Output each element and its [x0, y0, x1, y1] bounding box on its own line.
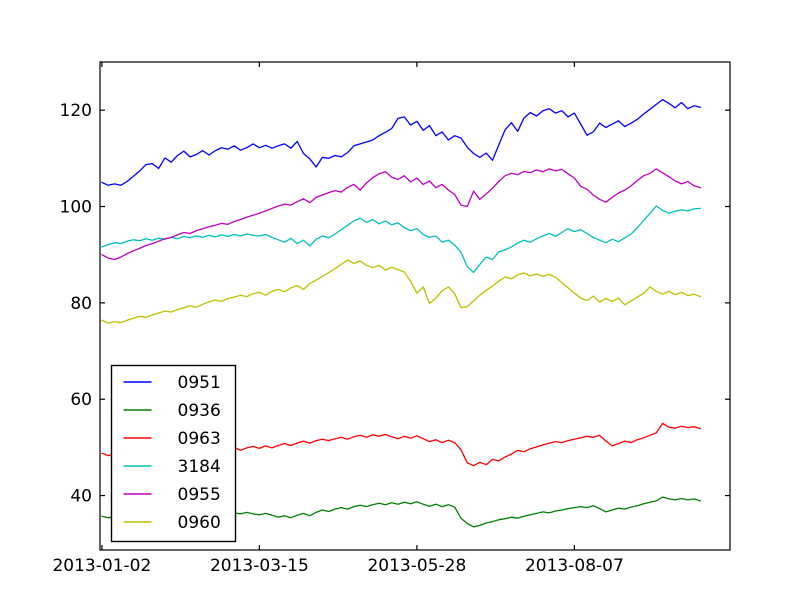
y-tick-label: 60: [70, 390, 92, 410]
series-line-0960: [101, 259, 702, 324]
legend-label-0951: 0951: [178, 373, 221, 393]
legend: 0951 0936 0963 3184 0955 0960: [110, 364, 237, 543]
series-line-0955: [101, 168, 702, 261]
axis-ticks: [100, 62, 730, 550]
legend-label-3184: 3184: [178, 457, 221, 477]
axes-spines: [99, 61, 731, 551]
legend-label-0960: 0960: [178, 513, 221, 533]
legend-label-0963: 0963: [178, 429, 221, 449]
y-tick-label: 80: [70, 294, 92, 314]
x-tick-label: 2013-08-07: [525, 556, 624, 576]
legend-box: [110, 364, 237, 543]
axes-frame: [99, 61, 731, 551]
y-tick-label: 100: [60, 198, 92, 218]
y-tick-label: 120: [60, 101, 92, 121]
series-line-3184: [101, 205, 702, 274]
x-tick-label: 2013-01-02: [52, 556, 151, 576]
x-tick-label: 2013-05-28: [367, 556, 466, 576]
series-line-0951: [101, 98, 702, 186]
legend-label-0936: 0936: [178, 401, 221, 421]
x-tick-label: 2013-03-15: [210, 556, 309, 576]
y-tick-label: 40: [70, 487, 92, 507]
legend-label-0955: 0955: [178, 485, 221, 505]
axis-tick-labels: 2013-01-02 2013-03-15 2013-05-28 2013-08-07…: [52, 101, 623, 576]
